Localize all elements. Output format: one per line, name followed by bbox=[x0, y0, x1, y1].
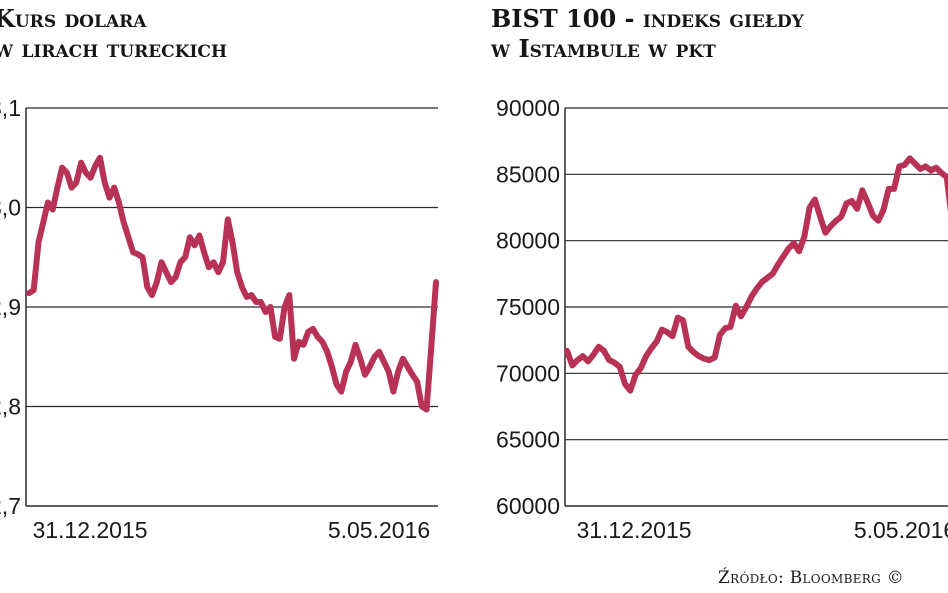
y-tick-label: 75000 bbox=[496, 294, 560, 320]
left-chart-title: Kurs dolara w lirach tureckich bbox=[0, 4, 227, 64]
y-tick-label: 2,8 bbox=[0, 394, 21, 420]
x-tick-label: 5.05.2016 bbox=[328, 517, 430, 543]
right-title-line-2: w Istambule w pkt bbox=[491, 34, 716, 63]
source-note: Źródło: Bloomberg © bbox=[718, 568, 905, 588]
right-chart-title: BIST 100 - indeks giełdy w Istambule w p… bbox=[491, 4, 804, 64]
series-line bbox=[564, 155, 948, 394]
series-line bbox=[26, 154, 439, 413]
y-tick-label: 80000 bbox=[496, 228, 560, 254]
y-tick-label: 2,9 bbox=[0, 294, 21, 320]
y-tick-label: 85000 bbox=[496, 161, 560, 187]
left-title-line-1: Kurs dolara bbox=[0, 4, 147, 33]
y-tick-label: 2,7 bbox=[0, 493, 21, 519]
y-tick-label: 3,1 bbox=[0, 95, 21, 121]
x-tick-label: 31.12.2015 bbox=[576, 517, 691, 543]
x-tick-label: 5.05.2016 bbox=[854, 517, 948, 543]
y-tick-label: 90000 bbox=[496, 95, 560, 121]
y-tick-label: 65000 bbox=[496, 427, 560, 453]
left-title-line-2: w lirach tureckich bbox=[0, 34, 228, 63]
x-tick-label: 31.12.2015 bbox=[32, 517, 147, 543]
y-tick-label: 60000 bbox=[496, 493, 560, 519]
y-tick-label: 3,0 bbox=[0, 195, 21, 221]
y-tick-label: 70000 bbox=[496, 360, 560, 386]
right-title-line-1: BIST 100 - indeks giełdy bbox=[491, 4, 804, 33]
